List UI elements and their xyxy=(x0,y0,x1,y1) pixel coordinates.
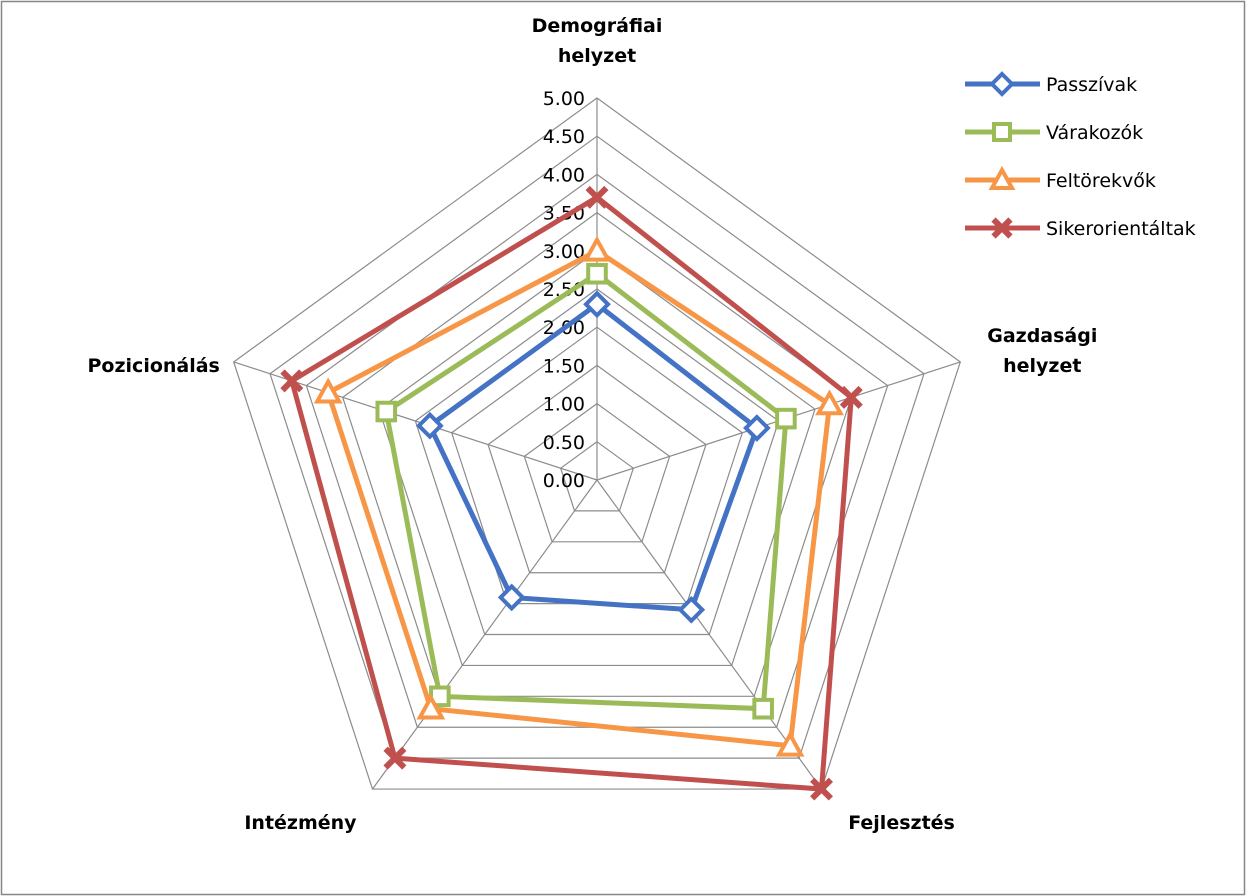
axis-label: Gazdasági helyzet xyxy=(987,325,1097,377)
data-point-x xyxy=(585,185,609,209)
grid-ring xyxy=(523,402,671,543)
data-point-diamond xyxy=(497,583,526,612)
axis-label-layer: Demográfiai helyzet Gazdasági helyzet Fejles… xyxy=(88,15,1098,834)
series-line xyxy=(383,270,789,712)
grid-ring xyxy=(414,288,780,636)
data-point-x xyxy=(280,369,304,393)
series-feltörekvők xyxy=(313,235,844,757)
grid-ring xyxy=(232,97,962,790)
grid-layer xyxy=(232,97,962,790)
legend-label: Feltörekvők xyxy=(1046,170,1156,192)
data-point-x xyxy=(991,217,1013,239)
data-point-diamond xyxy=(416,411,444,440)
grid-ring xyxy=(559,441,635,512)
data-point-square xyxy=(752,697,774,720)
series-line xyxy=(426,301,760,613)
legend-item: Passzívak xyxy=(965,71,1137,97)
data-point-square xyxy=(992,122,1012,142)
data-point-triangle xyxy=(313,377,343,404)
series-passzívak xyxy=(416,290,771,624)
tick-label: 4.50 xyxy=(543,126,585,148)
tick-label: 0.50 xyxy=(543,432,585,454)
series-line xyxy=(325,247,833,749)
grid-ring xyxy=(487,364,707,574)
legend-label: Passzívak xyxy=(1046,74,1137,96)
data-point-diamond xyxy=(583,290,611,319)
series-várakozók xyxy=(375,262,797,720)
data-point-x xyxy=(810,777,834,801)
legend-label: Sikerorientáltak xyxy=(1046,218,1196,240)
data-point-diamond xyxy=(743,414,771,442)
legend: Passzívak Várakozók Feltörekvők Sikerorient… xyxy=(965,71,1196,240)
data-point-diamond xyxy=(677,595,706,624)
legend-item: Feltörekvők xyxy=(965,165,1156,192)
data-point-square xyxy=(375,400,398,423)
tick-label: 5.00 xyxy=(543,88,585,110)
grid-ring xyxy=(378,250,816,667)
series-layer xyxy=(280,185,863,801)
axis-label: Intézmény xyxy=(244,812,357,834)
series-sikerorientáltak xyxy=(280,185,863,801)
axis-label: Fejlesztés xyxy=(848,812,955,834)
grid-ring xyxy=(269,135,925,759)
legend-label: Várakozók xyxy=(1046,122,1143,144)
axis-label-line: Demográfiai xyxy=(532,15,663,37)
data-point-triangle xyxy=(775,730,805,757)
tick-label: 0.00 xyxy=(543,470,585,492)
tick-label: 3.00 xyxy=(543,241,585,263)
axis-label: Demográfiai helyzet xyxy=(532,15,663,67)
data-point-x xyxy=(839,385,863,409)
data-point-square xyxy=(586,262,608,285)
axis-label-line: Gazdasági xyxy=(987,325,1097,347)
tick-label: 1.00 xyxy=(543,394,585,416)
data-point-triangle xyxy=(582,235,612,262)
axis-label-line: Fejlesztés xyxy=(848,812,955,834)
data-point-triangle xyxy=(416,693,446,720)
legend-item: Sikerorientáltak xyxy=(965,217,1196,240)
tick-label: 4.00 xyxy=(543,164,585,186)
legend-item: Várakozók xyxy=(965,122,1143,144)
data-point-triangle xyxy=(988,165,1016,190)
data-point-square xyxy=(775,407,797,430)
grid-spoke xyxy=(596,479,823,790)
axis-label-line: Pozicionálás xyxy=(88,355,220,377)
tick-label: 1.50 xyxy=(543,355,585,377)
data-point-triangle xyxy=(815,389,844,416)
axis-label: Pozicionálás xyxy=(88,355,220,377)
grid-spoke xyxy=(371,479,598,790)
tick-label: 2.50 xyxy=(543,279,585,301)
data-point-diamond xyxy=(989,71,1015,97)
data-point-x xyxy=(383,746,407,770)
series-line xyxy=(288,194,854,792)
axis-label-line: Intézmény xyxy=(244,812,357,834)
axis-label-line: helyzet xyxy=(1003,355,1081,377)
axis-label-line: helyzet xyxy=(558,45,636,67)
